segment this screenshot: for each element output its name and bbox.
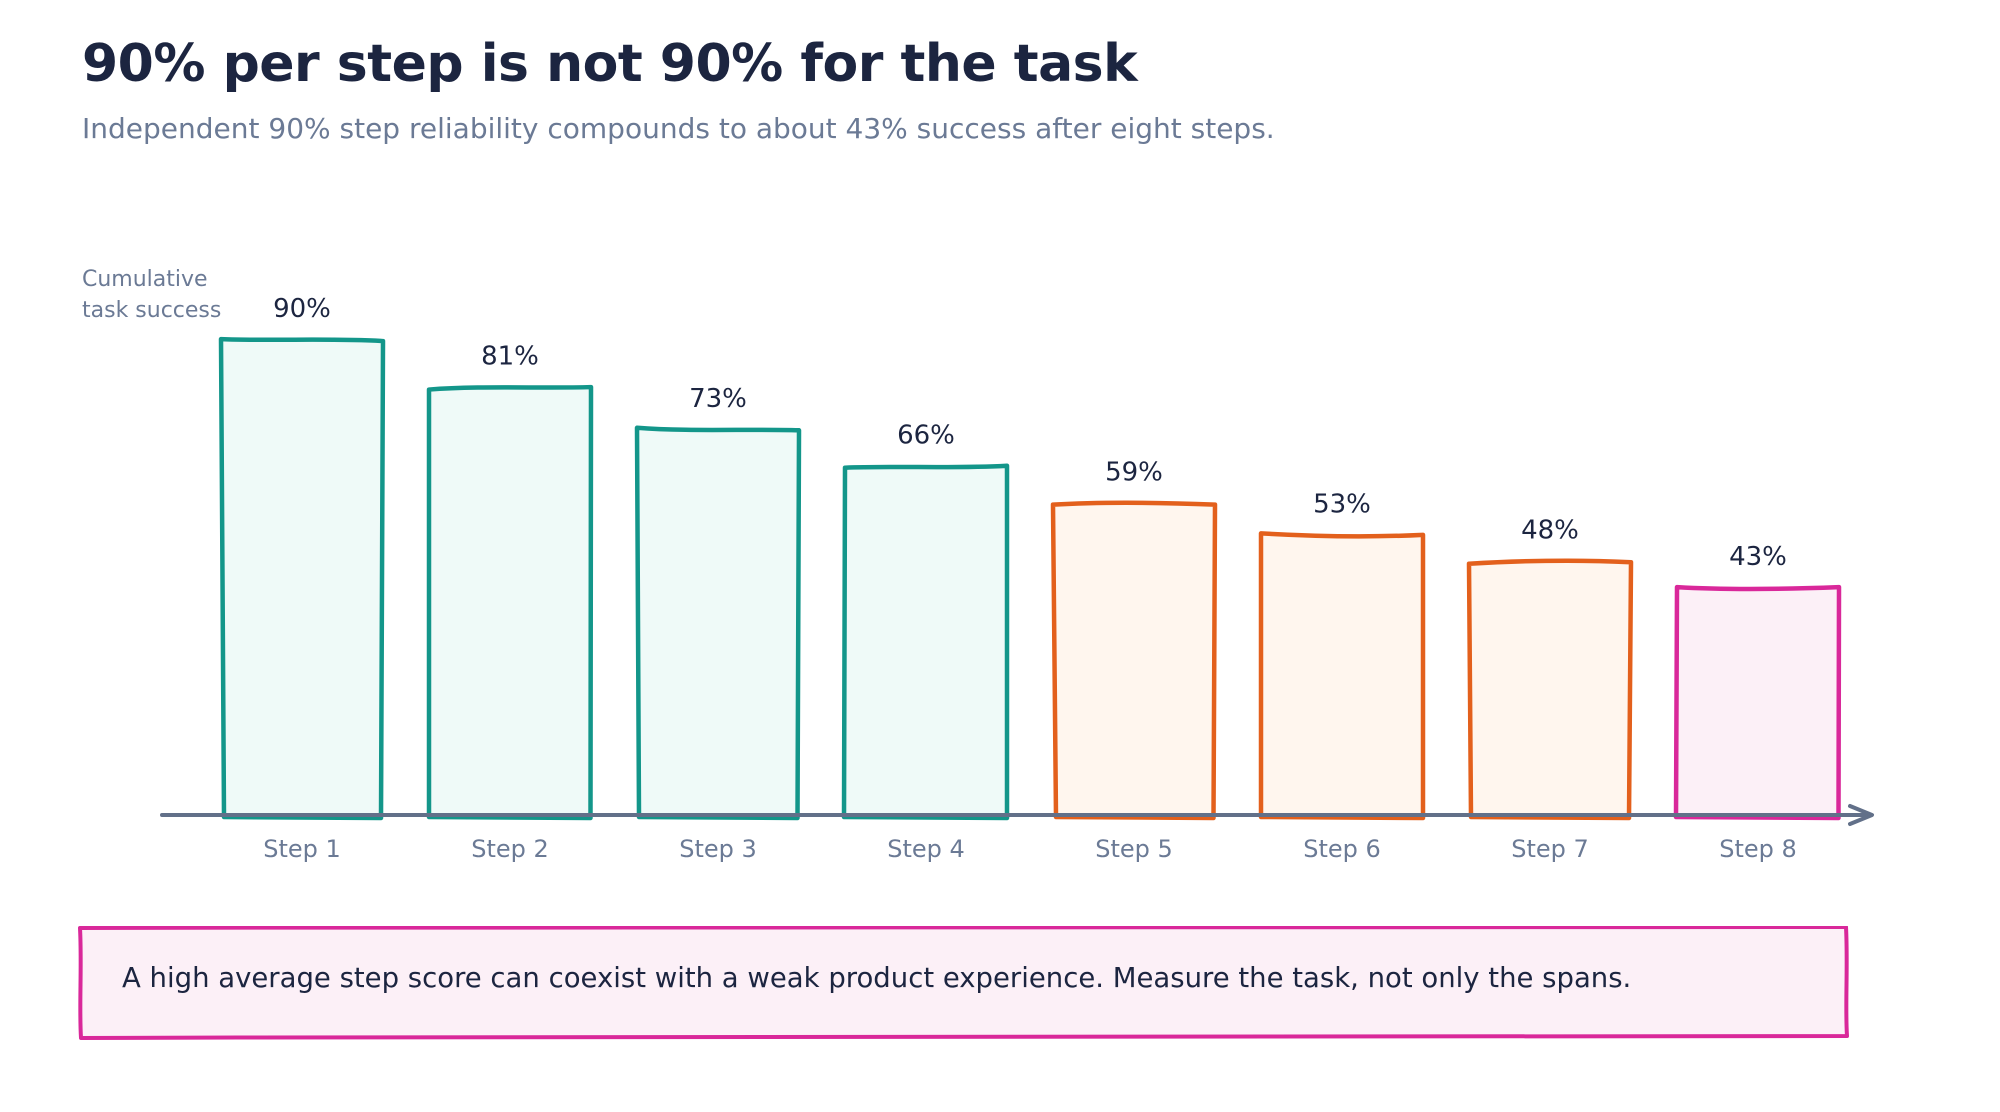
value-label-8: 43% — [1729, 542, 1787, 572]
value-label-7: 48% — [1521, 516, 1579, 546]
x-axis: Step 1 Step 2 Step 3 Step 4 Step 5 Step 6 Step… — [160, 804, 1874, 863]
bar-3 — [634, 425, 802, 821]
value-label-5: 59% — [1105, 458, 1163, 488]
x-axis-line — [160, 812, 1872, 818]
bar-5 — [1050, 500, 1218, 821]
bar-6 — [1258, 531, 1426, 821]
value-label-6: 53% — [1313, 489, 1371, 519]
chart-title: 90% per step is not 90% for the task — [82, 34, 1138, 94]
x-tick-label-1: Step 1 — [263, 835, 341, 863]
y-axis-label: Cumulative task success — [82, 267, 221, 323]
x-tick-label-5: Step 5 — [1095, 835, 1173, 863]
x-tick-label-3: Step 3 — [679, 835, 757, 863]
bar-4 — [841, 463, 1010, 821]
value-label-4: 66% — [897, 421, 955, 451]
value-label-3: 73% — [689, 384, 747, 414]
x-tick-label-4: Step 4 — [887, 835, 965, 863]
value-label-2: 81% — [481, 342, 539, 372]
bars-group: 90% 81% 73% 66% 59% 53% 48% 43% — [218, 294, 1842, 821]
x-tick-label-6: Step 6 — [1303, 835, 1381, 863]
bar-8 — [1673, 584, 1842, 821]
bar-2 — [426, 384, 594, 821]
x-axis-arrowhead — [1848, 804, 1874, 826]
chart-subtitle: Independent 90% step reliability compoun… — [82, 112, 1275, 145]
bar-7 — [1466, 558, 1634, 821]
x-tick-label-8: Step 8 — [1719, 835, 1797, 863]
callout-border — [78, 926, 1849, 1040]
callout-box: A high average step score can coexist wi… — [78, 926, 1850, 1040]
bar-1 — [218, 336, 386, 821]
callout-text: A high average step score can coexist wi… — [122, 962, 1632, 994]
x-tick-label-7: Step 7 — [1511, 835, 1589, 863]
y-axis-label-line-1: Cumulative — [82, 267, 208, 292]
y-axis-label-line-2: task success — [82, 298, 221, 323]
bar-chart: Cumulative task success 90% 81% 73% 66% 59% 5… — [82, 267, 1874, 863]
value-label-1: 90% — [273, 294, 331, 324]
x-tick-label-2: Step 2 — [471, 835, 549, 863]
